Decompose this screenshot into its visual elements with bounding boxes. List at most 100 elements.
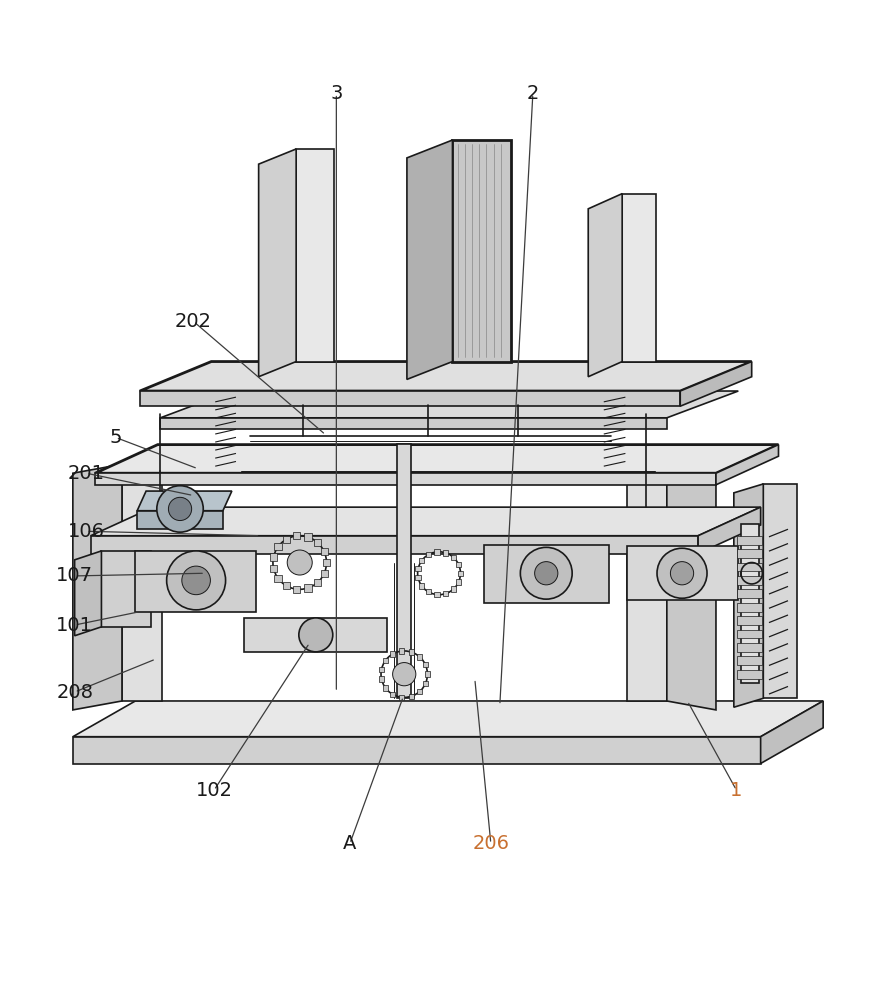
Bar — [122, 464, 162, 701]
Bar — [435, 549, 440, 555]
Bar — [293, 532, 300, 539]
Circle shape — [157, 486, 203, 532]
Bar — [426, 552, 431, 557]
Bar — [293, 586, 300, 593]
Circle shape — [288, 550, 312, 575]
Text: 208: 208 — [56, 683, 93, 702]
Bar — [423, 662, 428, 667]
Bar — [321, 548, 328, 555]
Text: 1: 1 — [730, 781, 743, 800]
Bar — [737, 670, 762, 679]
Bar — [416, 575, 421, 580]
Bar — [399, 648, 404, 654]
Bar — [737, 589, 762, 598]
Circle shape — [299, 618, 332, 652]
Circle shape — [657, 548, 707, 598]
Polygon shape — [90, 536, 698, 554]
Bar — [314, 539, 322, 546]
Polygon shape — [73, 701, 823, 737]
Polygon shape — [95, 445, 779, 473]
Circle shape — [167, 551, 226, 610]
Bar — [451, 586, 456, 592]
Bar — [101, 551, 151, 627]
Text: 201: 201 — [68, 464, 105, 483]
Bar — [399, 695, 404, 700]
Bar — [622, 194, 656, 362]
Bar — [383, 658, 388, 663]
Polygon shape — [160, 418, 667, 429]
Text: 102: 102 — [195, 781, 232, 800]
Bar — [297, 149, 333, 362]
Text: 2: 2 — [527, 84, 539, 103]
Bar — [323, 559, 330, 566]
Bar — [419, 583, 425, 589]
Bar — [458, 571, 463, 576]
Polygon shape — [734, 484, 763, 707]
Polygon shape — [716, 445, 779, 485]
Bar — [379, 667, 384, 672]
Bar — [314, 579, 322, 586]
Polygon shape — [667, 464, 716, 710]
Bar — [397, 444, 411, 698]
Bar — [626, 546, 738, 600]
Bar — [245, 618, 387, 652]
Bar — [737, 563, 762, 571]
Bar — [484, 545, 608, 603]
Bar — [418, 654, 422, 660]
Polygon shape — [140, 362, 752, 391]
Circle shape — [670, 562, 694, 585]
Polygon shape — [95, 473, 716, 485]
Bar — [137, 511, 223, 529]
Bar — [737, 549, 762, 558]
Circle shape — [168, 497, 192, 521]
Bar — [425, 671, 430, 677]
Bar — [763, 484, 797, 698]
Bar — [737, 643, 762, 652]
Polygon shape — [140, 391, 680, 406]
Bar — [737, 536, 762, 545]
Bar — [321, 570, 328, 577]
Circle shape — [535, 562, 558, 585]
Bar — [426, 589, 431, 594]
Polygon shape — [589, 194, 622, 377]
Polygon shape — [90, 507, 761, 536]
Text: 101: 101 — [56, 616, 93, 635]
Polygon shape — [73, 737, 761, 764]
Bar — [305, 584, 312, 592]
Circle shape — [521, 547, 573, 599]
Bar — [283, 536, 290, 543]
Text: 202: 202 — [175, 312, 212, 331]
Bar — [283, 582, 290, 589]
Bar — [416, 566, 421, 571]
Text: 106: 106 — [68, 522, 105, 541]
Polygon shape — [137, 491, 232, 511]
Bar — [390, 692, 395, 697]
Text: 107: 107 — [56, 566, 93, 585]
Bar — [409, 649, 414, 655]
Bar — [383, 685, 388, 691]
Bar — [737, 616, 762, 625]
Bar — [270, 553, 277, 561]
Bar — [274, 543, 281, 550]
Bar — [737, 603, 762, 612]
Bar — [737, 576, 762, 585]
Text: 206: 206 — [472, 834, 509, 853]
Bar — [390, 651, 395, 657]
Bar — [456, 562, 461, 567]
Polygon shape — [74, 551, 101, 636]
Polygon shape — [160, 391, 738, 418]
Polygon shape — [698, 507, 761, 554]
Bar — [305, 533, 312, 541]
Bar — [423, 681, 428, 686]
Bar — [452, 140, 511, 362]
Bar — [737, 656, 762, 665]
Polygon shape — [73, 464, 122, 710]
Polygon shape — [259, 149, 297, 377]
Bar — [443, 550, 448, 556]
Bar — [274, 575, 281, 582]
Text: 3: 3 — [330, 84, 342, 103]
Bar — [741, 524, 759, 683]
Bar — [270, 565, 277, 572]
Bar — [419, 558, 425, 563]
Bar — [443, 591, 448, 596]
